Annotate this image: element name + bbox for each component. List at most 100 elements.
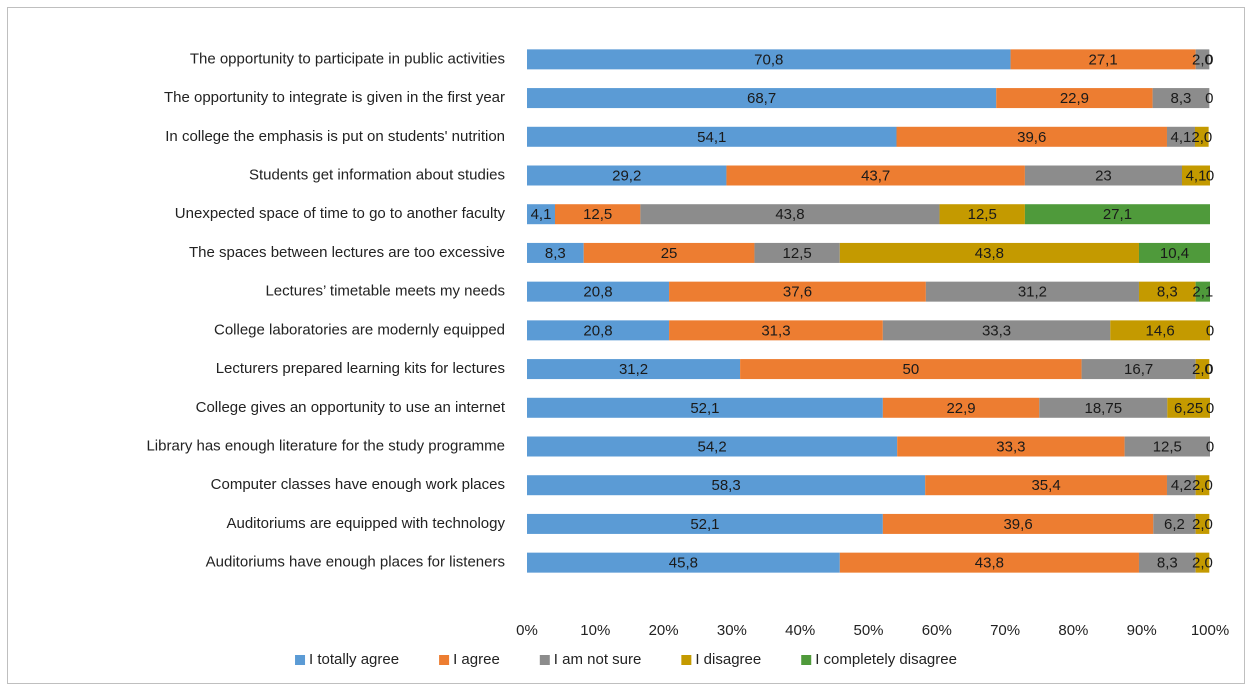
bar-segment: [527, 436, 898, 457]
bar-segment: [1124, 436, 1210, 457]
bar-segment: [882, 397, 1040, 418]
data-label: 4,1: [1171, 129, 1192, 146]
data-label: 18,75: [1085, 400, 1123, 417]
y-tick-label: Auditoriums are equipped with technology: [226, 515, 505, 532]
data-label: 45,8: [669, 555, 698, 572]
x-tick-label: 0%: [516, 622, 538, 639]
bar-segment: [726, 165, 1025, 186]
y-tick-label: College gives an opportunity to use an i…: [196, 399, 506, 416]
data-label: 22,9: [1060, 90, 1089, 107]
bar-segment: [527, 165, 727, 186]
bar-segment: [640, 204, 940, 225]
bar-segment: [527, 49, 1011, 70]
x-tick-label: 80%: [1058, 622, 1088, 639]
bar-segment: [527, 513, 883, 534]
data-label: 43,8: [975, 555, 1004, 572]
y-tick-label: The opportunity to participate in public…: [190, 50, 505, 67]
data-label: 31,3: [761, 322, 790, 339]
bar-segment: [939, 204, 1025, 225]
data-label: 0: [1205, 51, 1213, 68]
data-label: 54,2: [697, 438, 726, 455]
data-label: 10,4: [1160, 245, 1189, 262]
bar-segment: [1138, 242, 1210, 263]
data-label: 35,4: [1031, 477, 1060, 494]
x-tick-label: 60%: [922, 622, 952, 639]
bar-segment: [1081, 359, 1196, 380]
data-label: 0: [1206, 400, 1214, 417]
x-tick-label: 100%: [1191, 622, 1229, 639]
bar-segment: [669, 281, 926, 302]
x-tick-label: 90%: [1127, 622, 1157, 639]
legend-swatch: [681, 655, 692, 665]
bar-segment: [527, 126, 897, 147]
bar-segment: [839, 552, 1139, 573]
bar-segment: [1195, 475, 1210, 496]
data-label: 16,7: [1124, 361, 1153, 378]
data-label: 58,3: [711, 477, 740, 494]
bar-segment: [1167, 397, 1210, 418]
data-label: 2,0: [1192, 516, 1213, 533]
bar-segment: [527, 552, 840, 573]
x-tick-label: 40%: [785, 622, 815, 639]
data-label: 70,8: [754, 51, 783, 68]
data-label: 0: [1205, 90, 1213, 107]
data-label: 37,6: [783, 284, 812, 301]
x-tick-label: 10%: [580, 622, 610, 639]
data-label: 25: [661, 245, 678, 262]
data-label: 33,3: [996, 438, 1025, 455]
bar-segment: [527, 397, 883, 418]
bar-segment: [896, 126, 1167, 147]
x-tick-label: 70%: [990, 622, 1020, 639]
bar-segment: [882, 513, 1154, 534]
bar-segment: [527, 242, 584, 263]
data-label: 0: [1206, 438, 1214, 455]
bar-segment: [1153, 513, 1196, 534]
data-label: 2,1: [1192, 284, 1213, 301]
legend-swatch: [801, 655, 812, 665]
data-label: 6,25: [1174, 400, 1203, 417]
bar-segment: [1110, 320, 1210, 341]
data-label: 68,7: [747, 90, 776, 107]
bar-segment: [925, 475, 1167, 496]
bar-segment: [1138, 281, 1196, 302]
bar-segment: [1138, 552, 1196, 573]
data-label: 2,0: [1191, 129, 1212, 146]
bar-segment: [1166, 126, 1195, 147]
bar-segment: [882, 320, 1111, 341]
data-label: 27,1: [1089, 51, 1118, 68]
data-label: 23: [1095, 167, 1112, 184]
data-label: 2,0: [1192, 477, 1213, 494]
y-tick-label: Library has enough literature for the st…: [146, 437, 505, 454]
data-label: 43,8: [775, 206, 804, 223]
bar-segment: [1194, 126, 1209, 147]
bar-segment: [527, 204, 556, 225]
bar-segment: [1195, 281, 1210, 302]
bar-segment: [839, 242, 1139, 263]
data-label: 12,5: [968, 206, 997, 223]
data-label: 4,2: [1171, 477, 1192, 494]
y-tick-label: College laboratories are modernly equipp…: [214, 321, 505, 338]
y-tick-label: Computer classes have enough work places: [211, 476, 505, 493]
data-label: 12,5: [583, 206, 612, 223]
bar-segment: [1010, 49, 1196, 70]
data-label: 0: [1206, 167, 1214, 184]
bar-segment: [754, 242, 840, 263]
bar-segment: [527, 88, 997, 109]
data-label: 31,2: [619, 361, 648, 378]
bar-segment: [996, 88, 1153, 109]
data-label: 12,5: [783, 245, 812, 262]
bar-segment: [669, 320, 883, 341]
y-tick-label: Auditoriums have enough places for liste…: [206, 554, 505, 571]
bar-segment: [1039, 397, 1168, 418]
data-label: 27,1: [1103, 206, 1132, 223]
x-tick-label: 20%: [649, 622, 679, 639]
data-label: 2,0: [1192, 51, 1213, 68]
data-label: 52,1: [690, 516, 719, 533]
data-label: 43,8: [975, 245, 1004, 262]
data-label: 52,1: [690, 400, 719, 417]
legend-label: I completely disagree: [815, 651, 957, 668]
bar-segment: [740, 359, 1082, 380]
data-label: 22,9: [946, 400, 975, 417]
legend-label: I agree: [453, 651, 500, 668]
data-label: 6,2: [1164, 516, 1185, 533]
